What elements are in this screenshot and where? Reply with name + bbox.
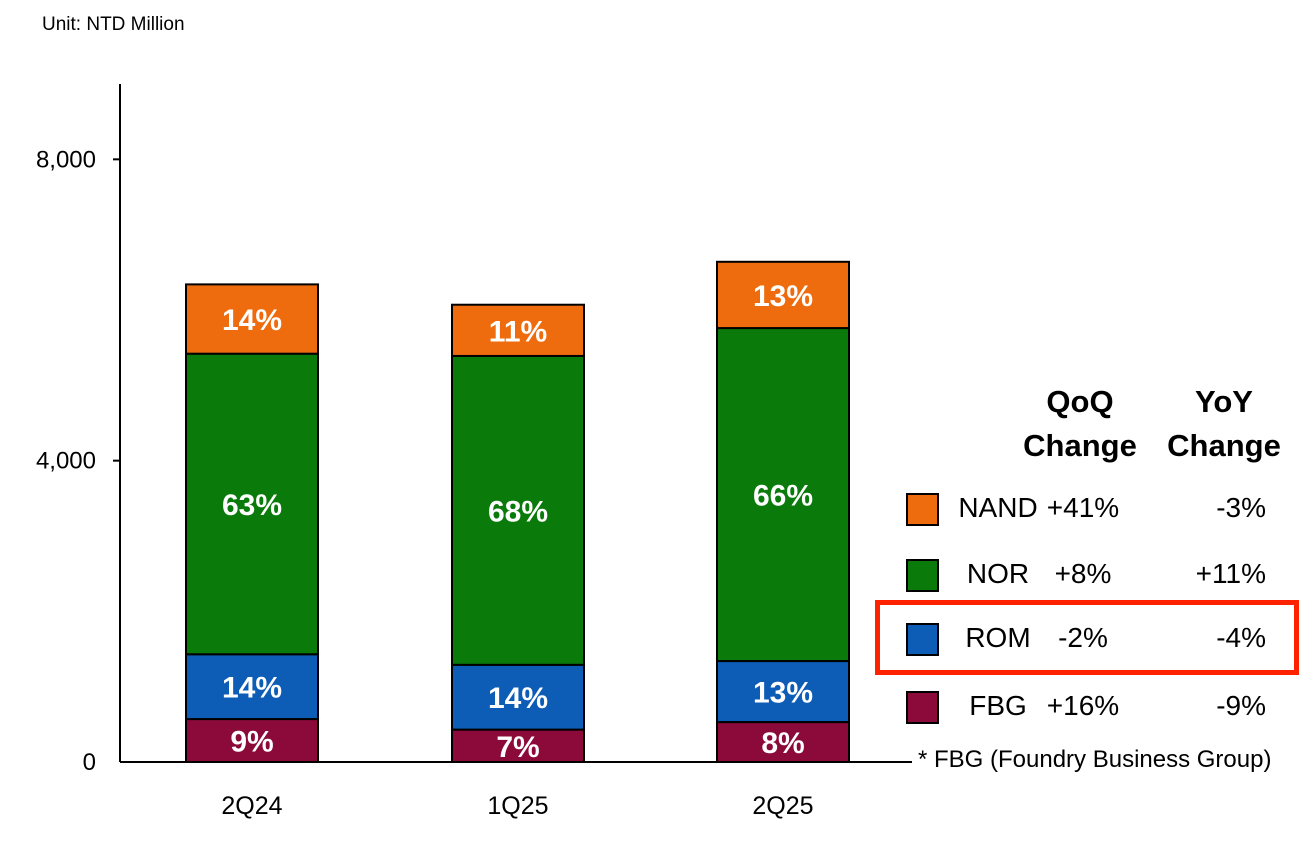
x-axis-ticks: 2Q24 1Q25 2Q25 [221,792,813,820]
stacked-bar-chart: 0 4,000 8,000 9% 14% 63% 14% 7% 14% 68% 11% 8% 13% 6… [0,0,920,850]
table-row-fbg: FBG +16% -9% [906,690,1286,730]
bar-label-nor: 68% [488,495,548,528]
fbg-qoq: +16% [1028,690,1138,722]
nor-yoy: +11% [1146,558,1266,590]
x-tick-label: 2Q25 [752,792,813,820]
y-axis-ticks: 0 4,000 8,000 [36,146,120,776]
qoq-header-line1: QoQ [1010,380,1150,424]
bar-label-nand: 11% [489,315,547,348]
qoq-header-line2: Change [1010,424,1150,468]
rom-highlight-box [875,600,1299,675]
fbg-swatch [906,691,939,724]
yoy-header-line1: YoY [1154,380,1294,424]
bar-label-fbg: 9% [230,726,273,759]
x-tick-label: 1Q25 [487,792,548,820]
table-row-nor: NOR +8% +11% [906,558,1286,598]
bar-label-rom: 14% [222,672,282,705]
bar-label-nand: 14% [222,304,282,337]
yoy-header: YoY Change [1154,380,1294,468]
qoq-header: QoQ Change [1010,380,1150,468]
fbg-yoy: -9% [1146,690,1266,722]
bar-label-fbg: 8% [761,727,804,760]
nand-yoy: -3% [1146,492,1266,524]
bar-label-nor: 66% [753,480,813,513]
x-tick-label: 2Q24 [221,792,282,820]
yoy-header-line2: Change [1154,424,1294,468]
bars: 9% 14% 63% 14% 7% 14% 68% 11% 8% 13% 66% 13% [186,262,849,764]
nand-qoq: +41% [1028,492,1138,524]
bar-label-nor: 63% [222,489,282,522]
nor-swatch [906,559,939,592]
y-tick-label: 8,000 [36,146,96,173]
footnote: * FBG (Foundry Business Group) [918,746,1271,774]
bar-label-rom: 14% [488,682,548,715]
bar-label-nand: 13% [753,280,813,313]
y-tick-label: 0 [83,749,96,776]
bar-label-fbg: 7% [496,731,539,764]
nor-qoq: +8% [1028,558,1138,590]
y-tick-label: 4,000 [36,448,96,475]
bar-label-rom: 13% [753,677,813,710]
table-row-nand: NAND +41% -3% [906,492,1286,532]
nand-swatch [906,493,939,526]
